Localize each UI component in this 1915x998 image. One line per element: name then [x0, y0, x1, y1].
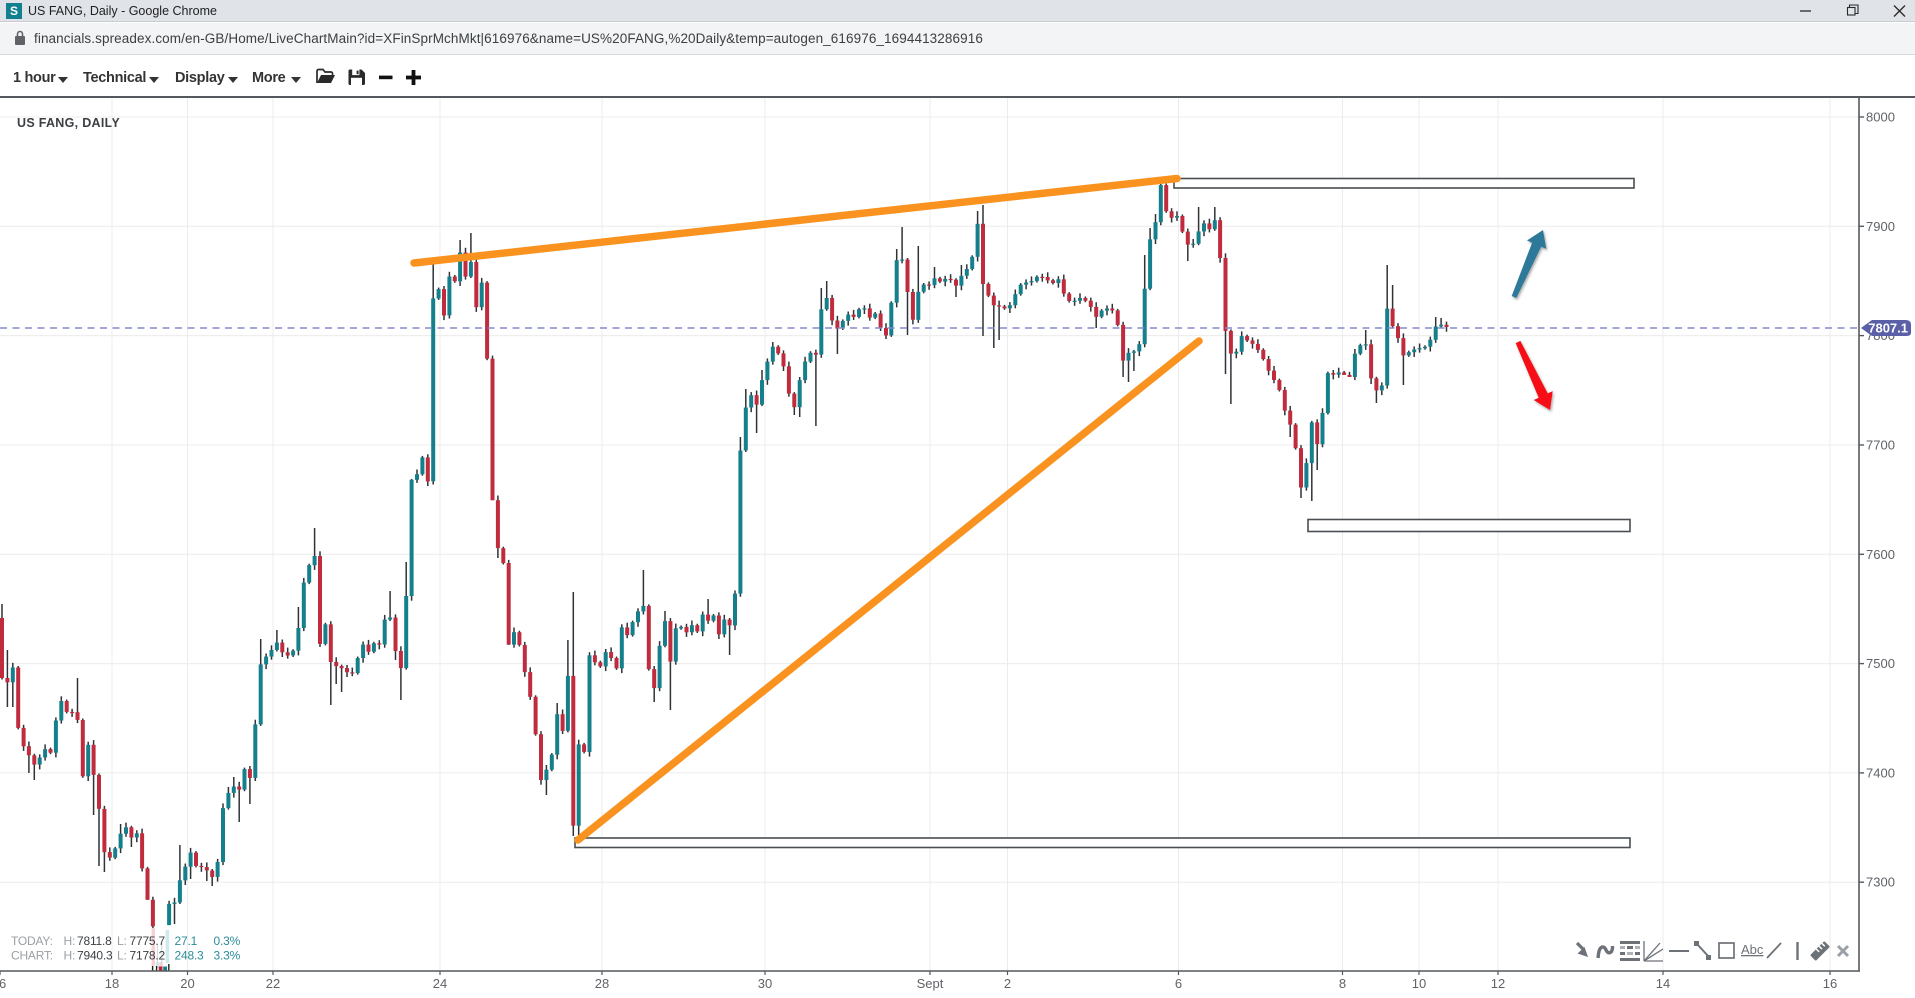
- svg-text:248.3: 248.3: [175, 949, 205, 963]
- svg-text:2: 2: [1004, 976, 1011, 991]
- svg-text:10: 10: [1412, 976, 1426, 991]
- svg-text:6: 6: [0, 976, 6, 991]
- svg-text:8000: 8000: [1866, 110, 1895, 125]
- svg-text:27.1: 27.1: [175, 934, 198, 948]
- svg-text:H:: H:: [64, 949, 76, 963]
- svg-text:7700: 7700: [1866, 438, 1895, 453]
- svg-text:7400: 7400: [1866, 765, 1895, 780]
- svg-text:H:: H:: [64, 934, 76, 948]
- svg-text:12: 12: [1491, 976, 1505, 991]
- svg-text:L:: L:: [117, 949, 127, 963]
- svg-text:8: 8: [1339, 976, 1346, 991]
- svg-text:TODAY:: TODAY:: [11, 934, 53, 948]
- svg-text:7178.2: 7178.2: [130, 949, 166, 963]
- svg-text:Abc: Abc: [1741, 942, 1764, 957]
- svg-text:16: 16: [1823, 976, 1837, 991]
- svg-text:7600: 7600: [1866, 547, 1895, 562]
- svg-text:3.3%: 3.3%: [214, 949, 241, 963]
- svg-text:CHART:: CHART:: [11, 949, 53, 963]
- svg-text:28: 28: [595, 976, 609, 991]
- svg-text:7807.1: 7807.1: [1868, 321, 1908, 336]
- svg-text:L:: L:: [117, 934, 127, 948]
- svg-text:18: 18: [105, 976, 119, 991]
- svg-text:20: 20: [180, 976, 194, 991]
- svg-text:7775.7: 7775.7: [130, 934, 166, 948]
- svg-text:7300: 7300: [1866, 875, 1895, 890]
- svg-text:7500: 7500: [1866, 656, 1895, 671]
- svg-text:7940.3: 7940.3: [77, 949, 113, 963]
- svg-text:6: 6: [1175, 976, 1182, 991]
- svg-text:30: 30: [758, 976, 772, 991]
- svg-text:Sept: Sept: [917, 976, 944, 991]
- svg-text:14: 14: [1656, 976, 1670, 991]
- svg-text:7900: 7900: [1866, 219, 1895, 234]
- svg-text:0.3%: 0.3%: [214, 934, 241, 948]
- svg-text:24: 24: [433, 976, 447, 991]
- svg-text:22: 22: [266, 976, 280, 991]
- svg-text:7811.8: 7811.8: [77, 934, 112, 948]
